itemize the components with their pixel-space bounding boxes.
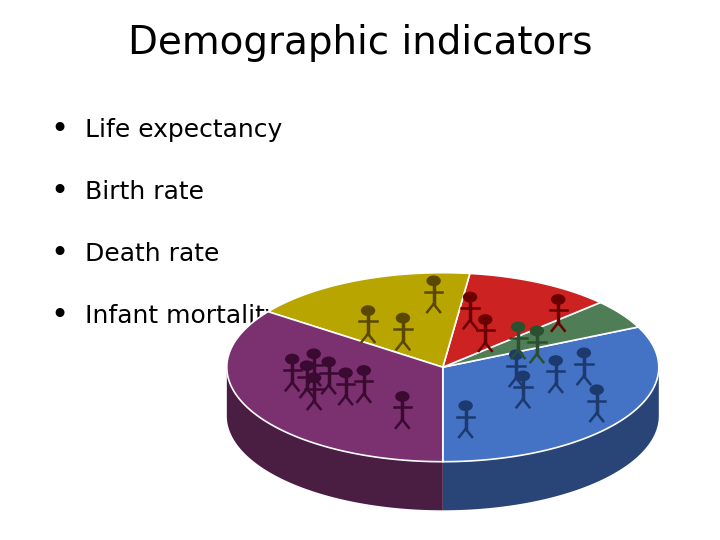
Circle shape (307, 373, 321, 383)
Circle shape (338, 368, 353, 379)
Polygon shape (227, 312, 443, 462)
Circle shape (459, 400, 473, 411)
Circle shape (463, 292, 477, 302)
Circle shape (551, 294, 565, 305)
Text: Life expectancy: Life expectancy (85, 118, 282, 141)
Text: •: • (50, 177, 68, 206)
Polygon shape (443, 302, 638, 367)
Polygon shape (443, 273, 600, 367)
Text: Death rate: Death rate (85, 242, 220, 266)
Text: •: • (50, 115, 68, 144)
Circle shape (516, 370, 530, 381)
Text: Demographic indicators: Demographic indicators (127, 24, 593, 62)
Text: Infant mortality rate: Infant mortality rate (85, 304, 338, 328)
Circle shape (285, 354, 300, 364)
Circle shape (321, 356, 336, 367)
Circle shape (395, 391, 410, 402)
Circle shape (356, 365, 371, 376)
Polygon shape (443, 327, 659, 462)
Circle shape (511, 321, 526, 332)
Text: Birth rate: Birth rate (85, 180, 204, 204)
Circle shape (426, 275, 441, 286)
Circle shape (590, 384, 604, 395)
Circle shape (396, 313, 410, 323)
Circle shape (577, 347, 591, 358)
Polygon shape (443, 368, 659, 510)
Text: •: • (50, 301, 68, 330)
Polygon shape (268, 273, 470, 367)
Polygon shape (227, 369, 443, 510)
Circle shape (530, 326, 544, 336)
Text: •: • (50, 239, 68, 268)
Circle shape (509, 349, 523, 360)
Circle shape (478, 314, 492, 325)
Circle shape (361, 305, 375, 316)
Circle shape (307, 348, 321, 359)
Circle shape (549, 355, 563, 366)
Circle shape (300, 360, 314, 371)
